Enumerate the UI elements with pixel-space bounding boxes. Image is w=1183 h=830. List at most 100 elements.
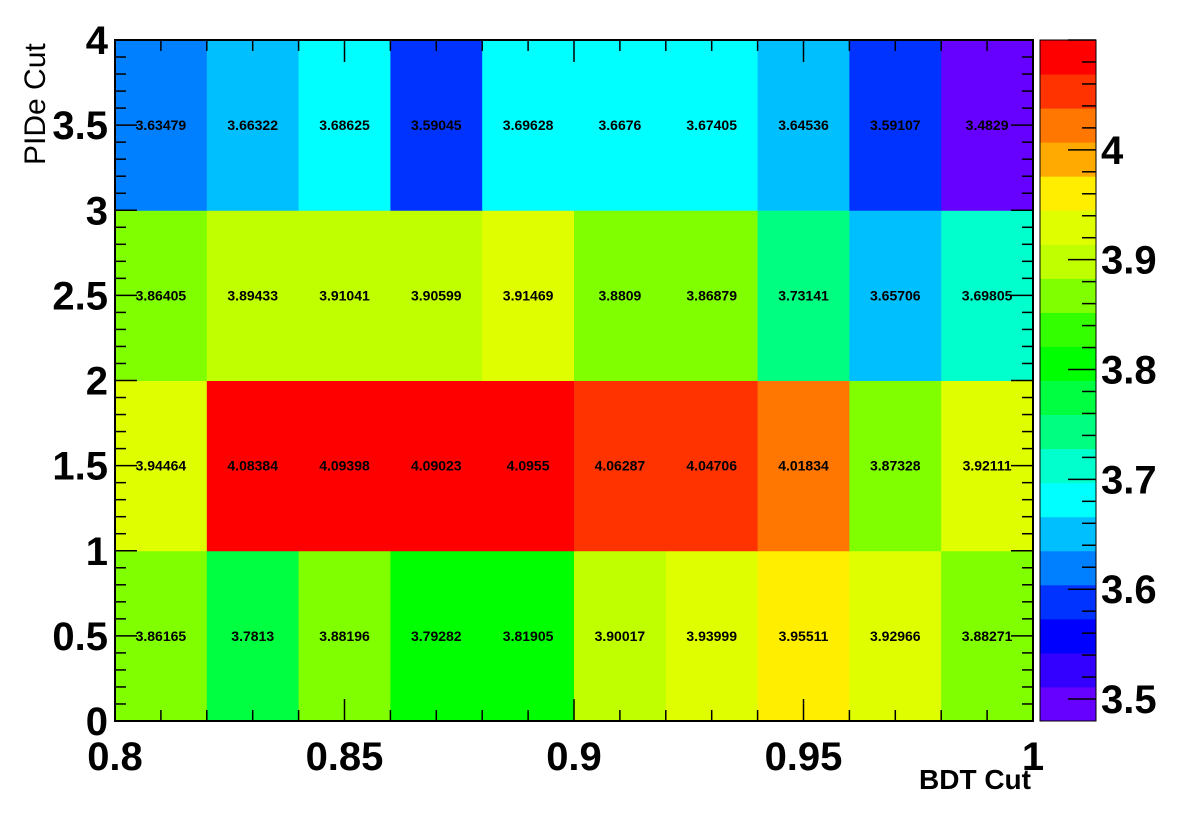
- heatmap-cell: [757, 380, 850, 552]
- y-tick-label: 4: [86, 19, 109, 63]
- palette-swatch: [1040, 686, 1096, 722]
- heatmap-cell: [849, 380, 942, 552]
- heatmap-cell: [206, 210, 300, 381]
- palette-swatch: [1040, 142, 1096, 177]
- y-tick-label: 1: [86, 530, 108, 574]
- cell-value-label: 3.89433: [227, 287, 278, 303]
- palette-swatch: [1040, 380, 1096, 416]
- y-axis-title: PIDe Cut: [19, 43, 52, 165]
- y-tick-label: 1.5: [52, 445, 108, 489]
- heatmap-cell: [482, 550, 575, 722]
- cell-value-label: 3.86405: [136, 287, 187, 303]
- palette-swatch: [1040, 108, 1096, 143]
- axis-ticks: [114, 39, 1034, 722]
- palette-swatch: [1040, 652, 1096, 688]
- heatmap-cell: [298, 550, 391, 722]
- cell-value-label: 3.86165: [136, 628, 187, 644]
- cell-value-label: 3.92966: [870, 628, 921, 644]
- y-tick-labels: 0 0.5 1 1.5 2 2.5 3 3.5 4: [52, 19, 108, 744]
- heatmap-cell: [574, 550, 667, 722]
- x-tick-labels: 0.8 0.85 0.9 0.95 1: [87, 735, 1044, 779]
- palette-tick-label: 3.7: [1101, 458, 1157, 502]
- heatmap-cell: [206, 40, 300, 211]
- color-palette: [1040, 40, 1096, 722]
- heatmap-cell: [482, 210, 575, 381]
- cell-value-label: 3.69628: [503, 117, 554, 133]
- cell-value-label: 3.87328: [870, 458, 921, 474]
- palette-swatch: [1040, 312, 1096, 347]
- heatmap-cell: [757, 210, 850, 381]
- palette-swatch: [1040, 516, 1096, 552]
- cell-value-label: 3.65706: [870, 287, 921, 303]
- heatmap-cell: [757, 550, 850, 722]
- palette-tick-labels: 3.5 3.6 3.7 3.8 3.9 4: [1101, 129, 1157, 722]
- cell-value-label: 3.90017: [595, 628, 646, 644]
- y-tick-label: 0: [86, 700, 108, 744]
- palette-tick-label: 3.6: [1101, 568, 1157, 612]
- heatmap-cell: [390, 550, 483, 722]
- palette-swatch: [1040, 346, 1096, 381]
- y-tick-label: 3: [86, 189, 108, 233]
- cell-value-label: 3.95511: [779, 628, 829, 644]
- palette-swatch: [1040, 584, 1096, 620]
- heatmap-cell: [298, 210, 391, 381]
- cell-value-label: 3.67405: [686, 117, 737, 133]
- heatmap-cell: [849, 40, 942, 211]
- heatmap-cell: [482, 380, 575, 552]
- heatmap-cell: [574, 380, 667, 552]
- heatmap-cell: [665, 40, 759, 211]
- heatmap-cell: [757, 40, 850, 211]
- heatmap-cell: [206, 550, 300, 722]
- cell-value-label: 3.92111: [963, 458, 1012, 474]
- cell-value-labels: 3.86165 3.7813 3.88196 3.79282 3.81905 3.9001…: [136, 117, 1013, 644]
- heatmap-cell: [849, 210, 942, 381]
- palette-swatch: [1040, 414, 1096, 450]
- cell-value-label: 3.90599: [411, 287, 462, 303]
- palette-swatch: [1040, 550, 1096, 586]
- cell-value-label: 3.63479: [136, 117, 187, 133]
- heatmap-cell: [298, 40, 391, 211]
- cell-value-label: 3.6676: [598, 117, 641, 133]
- cell-value-label: 3.68625: [319, 117, 370, 133]
- palette-swatch: [1040, 278, 1096, 313]
- cell-value-label: 3.91469: [503, 287, 554, 303]
- heatmap-cell: [482, 40, 575, 211]
- heatmap-cell: [390, 210, 483, 381]
- y-tick-label: 2.5: [52, 274, 108, 318]
- heatmap-cell: [665, 380, 759, 552]
- cell-value-label: 4.0955: [507, 458, 550, 474]
- cell-value-label: 4.08384: [227, 458, 278, 474]
- cell-value-label: 3.64536: [778, 117, 829, 133]
- cell-value-label: 3.59045: [411, 117, 462, 133]
- heatmap-cell: [206, 380, 300, 552]
- palette-swatch: [1040, 618, 1096, 654]
- cell-value-label: 3.73141: [778, 287, 829, 303]
- palette-swatch: [1040, 482, 1096, 518]
- cell-value-label: 3.7813: [231, 628, 274, 644]
- heatmap-cell: [849, 550, 942, 722]
- cell-value-label: 4.09398: [319, 458, 370, 474]
- cell-value-label: 3.69805: [962, 287, 1013, 303]
- x-tick-label: 0.9: [546, 735, 602, 779]
- heatmap-cell: [665, 210, 759, 381]
- cell-value-label: 3.59107: [870, 117, 921, 133]
- x-tick-label: 0.85: [306, 735, 384, 779]
- heatmap-cell: [390, 380, 483, 552]
- cell-value-label: 3.91041: [319, 287, 370, 303]
- palette-tick-label: 3.5: [1101, 678, 1157, 722]
- heatmap-cell: [574, 40, 667, 211]
- cell-value-label: 3.94464: [136, 458, 187, 474]
- palette-swatch: [1040, 40, 1096, 75]
- heatmap-cells: [115, 40, 1034, 722]
- heatmap-cell: [665, 550, 759, 722]
- cell-value-label: 3.4829: [966, 117, 1009, 133]
- heatmap-cell: [390, 40, 483, 211]
- palette-swatch: [1040, 244, 1096, 279]
- cell-value-label: 4.01834: [778, 458, 829, 474]
- cell-value-label: 3.66322: [227, 117, 278, 133]
- y-tick-label: 0.5: [52, 615, 108, 659]
- heatmap-cell: [574, 210, 667, 381]
- x-tick-label: 1: [1022, 735, 1044, 779]
- palette-ticks: [1068, 39, 1096, 700]
